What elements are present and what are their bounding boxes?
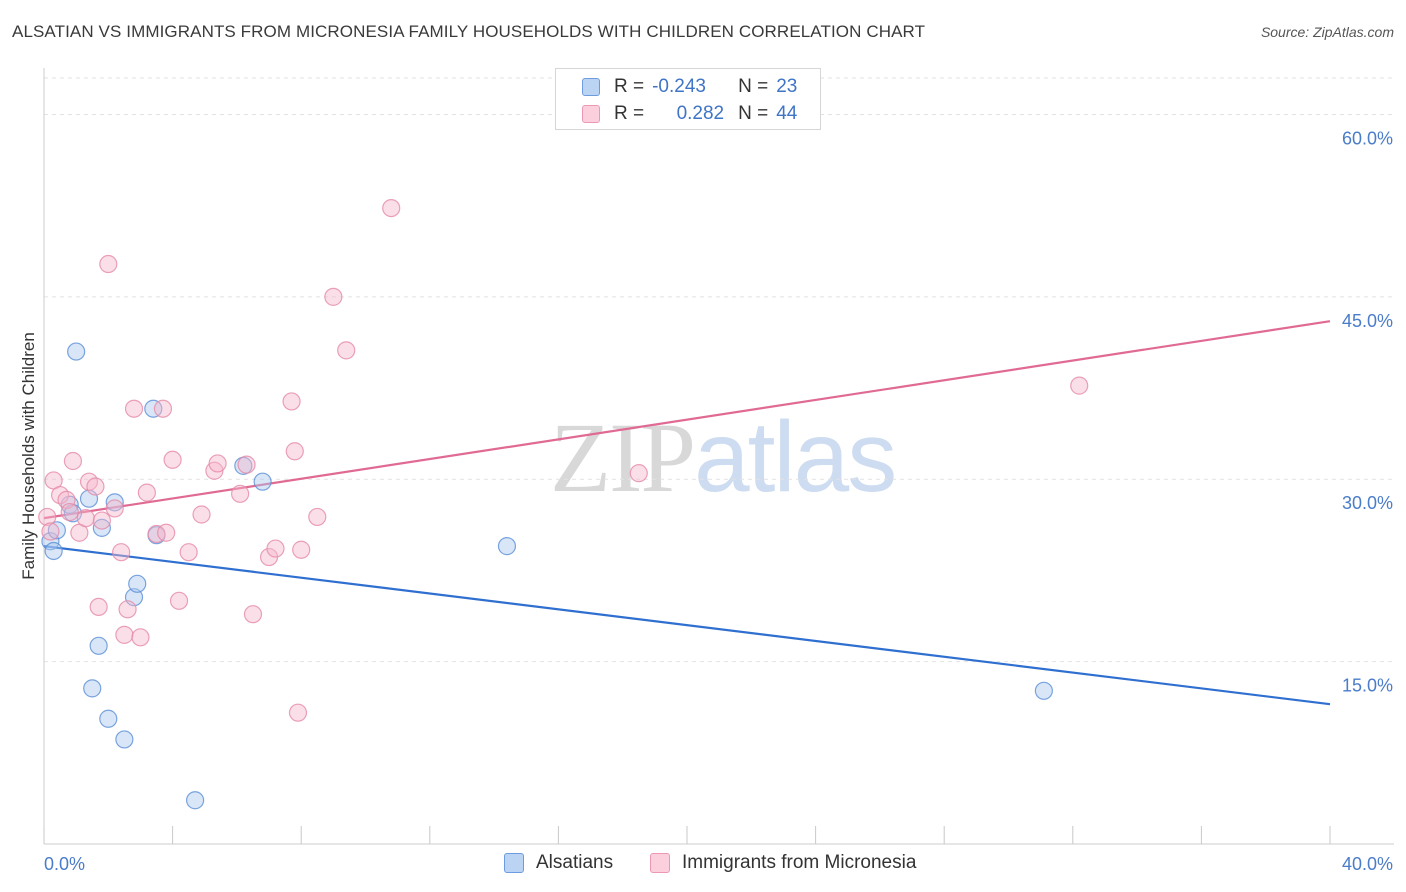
point-alsatian[interactable] <box>92 518 111 537</box>
chart-title: ALSATIAN VS IMMIGRANTS FROM MICRONESIA F… <box>12 22 926 41</box>
point-alsatian[interactable] <box>186 791 205 810</box>
point-micronesia[interactable] <box>89 597 108 617</box>
point-micronesia[interactable] <box>163 450 182 469</box>
point-alsatian[interactable] <box>67 342 86 361</box>
point-micronesia[interactable] <box>92 511 111 530</box>
point-micronesia[interactable] <box>137 483 156 502</box>
point-micronesia[interactable] <box>192 505 211 524</box>
point-alsatian[interactable] <box>105 493 124 512</box>
point-micronesia[interactable] <box>285 442 304 461</box>
point-micronesia[interactable] <box>105 499 124 518</box>
trend-layer <box>43 320 1331 706</box>
axis-layer <box>43 68 1394 845</box>
point-micronesia[interactable] <box>157 523 176 542</box>
point-alsatian[interactable] <box>47 521 66 540</box>
series-legend: Alsatians Immigrants from Micronesia <box>0 852 1406 878</box>
point-alsatian[interactable] <box>89 636 108 655</box>
point-micronesia[interactable] <box>38 507 57 527</box>
series-legend-label: Immigrants from Micronesia <box>682 852 917 873</box>
point-alsatian[interactable] <box>44 541 63 561</box>
watermark-atlas: atlas <box>694 401 897 513</box>
point-micronesia[interactable] <box>1070 376 1089 395</box>
legend-r-label: R = <box>614 76 645 97</box>
legend-swatch-blue <box>582 78 600 96</box>
point-alsatian[interactable] <box>128 574 147 593</box>
point-micronesia[interactable] <box>629 464 648 483</box>
legend-n-value: 44 <box>776 103 798 124</box>
points-layer <box>38 198 1089 810</box>
y-axis-label: Family Households with Children <box>19 332 38 580</box>
y-tick-label: 30.0% <box>1342 493 1393 513</box>
series-legend-micronesia[interactable]: Immigrants from Micronesia <box>650 852 916 874</box>
x-tick-label-max: 40.0% <box>1342 854 1393 874</box>
point-micronesia[interactable] <box>266 539 285 558</box>
x-tick-label-min: 0.0% <box>44 854 85 874</box>
point-micronesia[interactable] <box>324 287 343 306</box>
grid-layer <box>44 77 1394 663</box>
point-alsatian[interactable] <box>115 730 134 749</box>
legend-row-alsatians: R = -0.243 N = 23 <box>582 75 797 99</box>
legend-r-value: 0.282 <box>676 103 725 124</box>
legend-r-value: -0.243 <box>652 76 706 97</box>
point-alsatian[interactable] <box>497 537 517 556</box>
y-tick-label: 60.0% <box>1342 128 1393 148</box>
legend-swatch-pink <box>582 105 600 123</box>
point-micronesia[interactable] <box>288 703 308 722</box>
point-micronesia[interactable] <box>99 254 118 274</box>
point-micronesia[interactable] <box>86 477 105 496</box>
trend-line-micronesia <box>43 320 1331 520</box>
point-micronesia[interactable] <box>243 605 263 624</box>
watermark: ZIPatlas <box>550 400 897 515</box>
point-micronesia[interactable] <box>231 484 250 503</box>
point-micronesia[interactable] <box>41 522 60 541</box>
legend-n-label: N = <box>738 76 769 97</box>
point-alsatian[interactable] <box>41 532 60 551</box>
series-legend-label: Alsatians <box>536 852 614 873</box>
series-swatch-blue <box>504 853 524 873</box>
point-alsatian[interactable] <box>144 399 163 418</box>
point-micronesia[interactable] <box>63 451 83 471</box>
source-credit: Source: ZipAtlas.com <box>1260 24 1394 40</box>
trend-line-alsatian <box>43 545 1331 706</box>
label-layer: 15.0% 30.0% 45.0% 60.0% 0.0% 40.0% Family Hous… <box>19 128 1393 874</box>
point-micronesia[interactable] <box>169 591 189 610</box>
series-legend-alsatians[interactable]: Alsatians <box>504 852 613 874</box>
stats-legend: R = -0.243 N = 23 R = 0.282 N = 44 <box>555 68 821 130</box>
watermark-zip: ZIP <box>550 402 696 513</box>
point-micronesia[interactable] <box>179 543 198 562</box>
point-micronesia[interactable] <box>337 341 356 360</box>
legend-row-micronesia: R = 0.282 N = 44 <box>582 102 797 126</box>
point-alsatian[interactable] <box>1034 681 1053 700</box>
point-micronesia[interactable] <box>237 455 256 474</box>
legend-n-value: 23 <box>776 76 798 97</box>
legend-r-label: R = <box>614 103 645 124</box>
point-micronesia[interactable] <box>208 454 227 473</box>
point-micronesia[interactable] <box>153 399 173 418</box>
point-micronesia[interactable] <box>60 502 79 522</box>
point-micronesia[interactable] <box>112 543 131 562</box>
point-micronesia[interactable] <box>382 198 401 218</box>
legend-n-label: N = <box>738 103 769 124</box>
point-alsatian[interactable] <box>83 679 102 698</box>
point-alsatian[interactable] <box>253 472 272 491</box>
point-micronesia[interactable] <box>292 540 311 559</box>
point-micronesia[interactable] <box>308 507 327 527</box>
point-micronesia[interactable] <box>115 625 134 644</box>
point-micronesia[interactable] <box>147 524 166 544</box>
point-micronesia[interactable] <box>76 509 95 528</box>
point-alsatian[interactable] <box>99 709 118 728</box>
series-swatch-pink <box>650 853 670 873</box>
y-tick-label: 45.0% <box>1342 311 1393 331</box>
point-micronesia[interactable] <box>124 399 144 418</box>
point-micronesia[interactable] <box>282 392 301 411</box>
y-tick-label: 15.0% <box>1342 676 1393 696</box>
point-micronesia[interactable] <box>131 628 150 647</box>
point-micronesia[interactable] <box>118 600 137 619</box>
